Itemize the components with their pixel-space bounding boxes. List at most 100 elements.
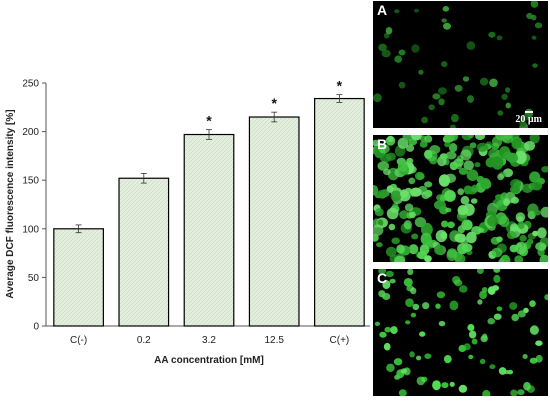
cell [400,189,408,198]
cell [394,55,402,63]
cell [390,190,402,202]
cell [511,138,522,150]
cell [519,235,527,242]
cell [489,364,496,370]
y-tick-label: 200 [22,127,39,138]
cell [420,232,432,246]
cell [399,210,409,219]
cell [477,299,483,305]
cell [381,49,391,58]
cell [506,231,517,240]
cell [521,114,530,121]
cell [532,63,538,68]
cell [480,335,488,343]
cell [505,102,511,109]
cell [392,202,399,209]
cell [419,244,430,255]
cell [408,177,416,185]
cell [449,300,459,311]
cell [445,207,452,213]
cell [503,151,513,161]
cell [485,157,497,168]
y-tick-label: 50 [28,273,40,284]
cell [441,220,449,228]
cell [521,183,533,193]
cell [422,302,430,310]
micrograph-panel-b: B [373,135,548,262]
cell [378,143,390,154]
cell [452,276,461,284]
cell [378,269,387,275]
chart-bars: * * * [53,78,365,327]
cell [403,278,413,287]
cell [510,389,518,396]
cell [418,69,424,75]
cell [449,381,455,387]
x-tick-label: 3.2 [202,335,216,346]
cell [435,229,448,243]
cell [398,81,406,89]
cell [531,35,537,40]
cell [468,330,477,339]
cell [479,358,486,365]
cell [488,31,496,38]
cell [458,167,468,175]
cell [471,338,478,345]
cell [531,14,537,21]
cell [466,231,477,244]
cell [449,161,458,171]
cell [493,274,501,283]
cell [406,144,415,152]
cell [469,142,477,149]
cell [385,152,396,161]
cell [398,389,407,396]
cell [487,215,499,227]
cell [463,343,471,351]
cell [373,93,382,103]
cell [446,249,458,261]
cell [501,93,508,100]
cell [448,143,458,153]
cell [522,354,528,359]
cell [411,44,420,53]
cell [444,173,456,183]
cell [524,141,535,151]
cell [540,206,548,218]
significance-marker: * [271,95,277,111]
cell [510,196,519,204]
cell [398,49,406,56]
cell [509,302,518,310]
cell [411,233,419,240]
cell [374,321,380,326]
cell [441,61,448,68]
cell [454,84,463,92]
cell [432,380,441,391]
cell [479,290,488,300]
cell [416,355,422,361]
y-axis-label: Average DCF fluorescence intensity [%] [5,109,16,298]
cell [530,1,539,8]
cell [496,236,503,243]
cell [454,253,466,262]
cell [531,181,543,191]
panel-label-c: C [377,270,388,286]
cell [408,244,419,255]
cell [388,223,396,231]
cell [539,254,548,262]
cell [390,326,398,335]
cell [489,78,498,88]
cell [537,227,547,239]
cell [383,342,391,351]
cell [373,139,380,147]
cell [449,135,459,141]
cell [441,382,449,389]
significance-marker: * [206,113,212,129]
cell [378,43,387,52]
significance-marker: * [337,78,343,94]
scale-bar-line [524,111,533,113]
cell [379,331,387,338]
cell [461,219,473,231]
cell [541,166,548,173]
x-axis-label: AA concentration [mM] [154,355,264,366]
cell [477,269,484,274]
